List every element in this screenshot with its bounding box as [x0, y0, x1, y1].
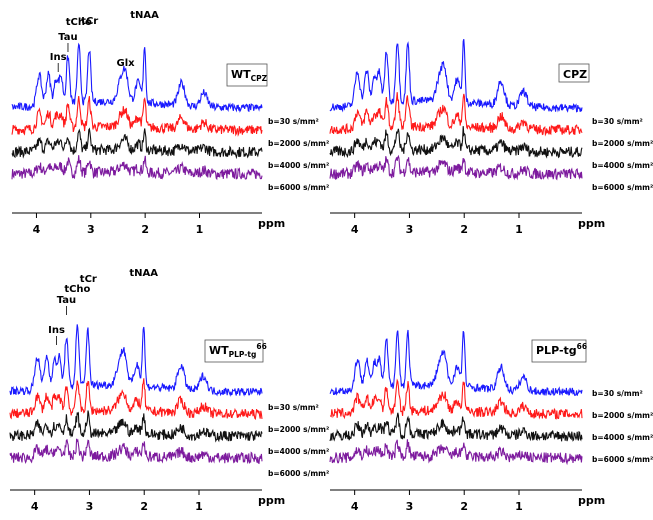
panel-label: PLP-tg66 — [536, 342, 587, 357]
x-tick-label: 1 — [515, 223, 523, 236]
x-tick-label: 2 — [141, 223, 149, 236]
spectrum-line — [329, 154, 583, 181]
spectrum-line — [329, 126, 583, 159]
legend-label: b=4000 s/mm² — [268, 161, 329, 170]
legend-label: b=4000 s/mm² — [592, 161, 653, 170]
peak-annotation: tNAA — [129, 268, 158, 279]
x-tick-label: 3 — [406, 223, 414, 236]
x-tick-label: 2 — [460, 500, 468, 513]
x-tick-label: 4 — [351, 223, 359, 236]
panel-label: CPZ — [563, 68, 587, 81]
spectrum-line — [11, 42, 263, 113]
x-tick-label: 4 — [31, 500, 39, 513]
spectrum-line — [329, 329, 583, 397]
x-axis-label: ppm — [258, 494, 285, 507]
x-tick-label: 3 — [406, 500, 414, 513]
x-tick-label: 4 — [33, 223, 41, 236]
legend-label: b=30 s/mm² — [592, 389, 643, 398]
peak-annotation: Ins — [48, 325, 65, 336]
spectrum-line — [329, 439, 583, 466]
legend-label: b=2000 s/mm² — [268, 139, 329, 148]
x-tick-label: 3 — [87, 223, 95, 236]
panel-label-box — [558, 63, 590, 83]
x-tick-label: 3 — [86, 500, 94, 513]
spectrum-line — [329, 38, 583, 113]
spectrum-line — [9, 324, 263, 397]
peak-annotation: tCho — [66, 17, 92, 28]
x-tick-label: 2 — [140, 500, 148, 513]
peak-annotation: tCr — [81, 16, 98, 27]
legend-label: b=30 s/mm² — [268, 403, 319, 412]
legend-label: b=6000 s/mm² — [268, 183, 329, 192]
panel-label-box — [204, 339, 264, 363]
peak-annotation: Ins — [50, 52, 67, 63]
spectrum-line — [329, 378, 583, 420]
peak-annotation: tNAA — [130, 10, 159, 21]
panel-label-subscript: PLP-tg — [229, 350, 257, 359]
legend-label: b=30 s/mm² — [592, 117, 643, 126]
x-tick-label: 4 — [351, 500, 359, 513]
peak-annotation: Glx — [117, 58, 136, 69]
legend-label: b=30 s/mm² — [268, 117, 319, 126]
legend-label: b=4000 s/mm² — [592, 433, 653, 442]
x-axis-label: ppm — [578, 217, 605, 230]
spectrum-panel: 4 3 2 1 ppm b=30 s/mm² b=2000 s/mm² b=4000 s/mm… — [329, 329, 653, 513]
spectrum-line — [11, 127, 263, 160]
panel-label-box — [226, 63, 268, 87]
x-axis-label: ppm — [578, 494, 605, 507]
spectrum-panel: 4 3 2 1 ppm b=30 s/mm² b=2000 s/mm² b=4000 s/mm… — [329, 38, 653, 236]
spectrum-line — [9, 438, 263, 465]
spectrum-line — [11, 155, 263, 181]
legend-label: b=6000 s/mm² — [268, 469, 329, 478]
legend-label: b=2000 s/mm² — [268, 425, 329, 434]
legend-label: b=2000 s/mm² — [592, 411, 653, 420]
x-tick-label: 1 — [515, 500, 523, 513]
spectrum-line — [329, 92, 583, 137]
legend-label: b=2000 s/mm² — [592, 139, 653, 148]
x-tick-label: 1 — [195, 500, 203, 513]
spectrum-line — [9, 378, 263, 420]
legend-label: b=6000 s/mm² — [592, 183, 653, 192]
panel-label-box — [531, 339, 587, 363]
x-tick-label: 1 — [196, 223, 204, 236]
legend-label: b=6000 s/mm² — [592, 455, 653, 464]
peak-annotation: Tau — [58, 32, 77, 43]
x-tick-label: 2 — [460, 223, 468, 236]
spectrum-line — [9, 410, 263, 443]
panel-label-subscript: CPZ — [251, 74, 268, 83]
panel-label-superscript: 66 — [577, 342, 587, 351]
spectrum-panel: 4 3 2 1 ppm b=30 s/mm² b=2000 s/mm² b=4000 s/mm… — [9, 268, 329, 513]
panel-label-superscript: 66 — [256, 342, 266, 351]
peak-annotation: Tau — [57, 295, 76, 306]
spectrum-line — [11, 96, 263, 137]
spectrum-line — [329, 412, 583, 442]
spectrum-panel: 4 3 2 1 ppm b=30 s/mm² b=2000 s/mm² b=4000 s/mm… — [11, 10, 329, 236]
x-axis-label: ppm — [258, 217, 285, 230]
peak-annotation: tCho — [64, 284, 90, 295]
legend-label: b=4000 s/mm² — [268, 447, 329, 456]
peak-annotation: tCr — [80, 274, 97, 285]
